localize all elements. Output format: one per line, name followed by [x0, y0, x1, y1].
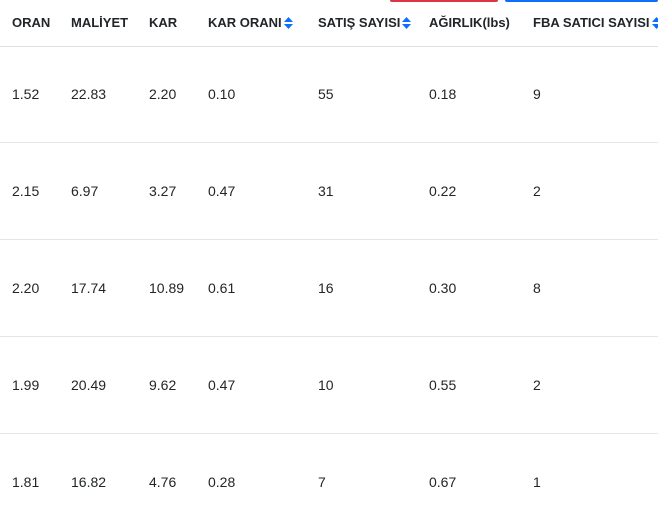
cell-maliyet: 6.97 — [59, 142, 137, 240]
cell-fba-satici-sayisi: 1 — [521, 433, 658, 530]
cell-kar-orani: 0.47 — [196, 336, 306, 434]
table-row: 2.20 17.74 10.89 0.61 16 0.30 8 — [0, 239, 658, 337]
cell-fba-satici-sayisi: 8 — [521, 239, 658, 337]
cell-kar: 2.20 — [137, 46, 196, 143]
cell-kar: 9.62 — [137, 336, 196, 434]
cell-oran: 2.20 — [0, 239, 59, 337]
cell-agirlik: 0.22 — [417, 142, 521, 240]
cell-maliyet: 16.82 — [59, 433, 137, 530]
table-row: 1.81 16.82 4.76 0.28 7 0.67 1 — [0, 433, 658, 530]
table-body: 1.52 22.83 2.20 0.10 55 0.18 9 2.15 6.97… — [0, 46, 658, 530]
cell-satis-sayisi: 55 — [306, 46, 417, 143]
cell-kar-orani: 0.47 — [196, 142, 306, 240]
cell-oran: 1.99 — [0, 336, 59, 434]
header-maliyet: MALİYET — [59, 0, 137, 47]
header-oran: ORAN — [0, 0, 59, 47]
sort-arrows-icon[interactable] — [651, 17, 658, 30]
cell-agirlik: 0.67 — [417, 433, 521, 530]
cell-oran: 1.52 — [0, 46, 59, 143]
header-label: KAR — [149, 15, 178, 31]
table-row: 2.15 6.97 3.27 0.47 31 0.22 2 — [0, 142, 658, 240]
header-label: KAR ORANI — [208, 15, 282, 31]
cell-kar-orani: 0.28 — [196, 433, 306, 530]
header-fba-satici-sayisi[interactable]: FBA SATICI SAYISI — [521, 0, 658, 47]
cell-agirlik: 0.30 — [417, 239, 521, 337]
cell-kar: 4.76 — [137, 433, 196, 530]
cell-satis-sayisi: 31 — [306, 142, 417, 240]
cell-fba-satici-sayisi: 2 — [521, 142, 658, 240]
cell-fba-satici-sayisi: 2 — [521, 336, 658, 434]
header-row: ORAN MALİYET KAR KAR ORANI SATIŞ SAYISI … — [0, 0, 658, 47]
sort-arrows-icon[interactable] — [283, 17, 293, 30]
cell-satis-sayisi: 7 — [306, 433, 417, 530]
header-agirlik: AĞIRLIK(lbs) — [417, 0, 521, 47]
header-label: ORAN — [12, 15, 51, 31]
cell-agirlik: 0.18 — [417, 46, 521, 143]
cell-satis-sayisi: 10 — [306, 336, 417, 434]
header-label: AĞIRLIK(lbs) — [429, 15, 510, 31]
cell-fba-satici-sayisi: 9 — [521, 46, 658, 143]
cell-agirlik: 0.55 — [417, 336, 521, 434]
header-label: FBA SATICI SAYISI — [533, 15, 650, 31]
header-label: SATIŞ SAYISI — [318, 15, 401, 31]
table-row: 1.99 20.49 9.62 0.47 10 0.55 2 — [0, 336, 658, 434]
cell-oran: 2.15 — [0, 142, 59, 240]
table-row: 1.52 22.83 2.20 0.10 55 0.18 9 — [0, 46, 658, 143]
cell-maliyet: 17.74 — [59, 239, 137, 337]
header-kar: KAR — [137, 0, 196, 47]
header-label: MALİYET — [71, 15, 129, 31]
header-satis-sayisi[interactable]: SATIŞ SAYISI — [306, 0, 417, 47]
cell-satis-sayisi: 16 — [306, 239, 417, 337]
header-kar-orani[interactable]: KAR ORANI — [196, 0, 306, 47]
cell-kar: 10.89 — [137, 239, 196, 337]
cell-oran: 1.81 — [0, 433, 59, 530]
cell-kar-orani: 0.10 — [196, 46, 306, 143]
cell-kar: 3.27 — [137, 142, 196, 240]
cell-maliyet: 20.49 — [59, 336, 137, 434]
cell-kar-orani: 0.61 — [196, 239, 306, 337]
sort-arrows-icon[interactable] — [402, 17, 412, 30]
table-header: ORAN MALİYET KAR KAR ORANI SATIŞ SAYISI … — [0, 0, 658, 47]
cell-maliyet: 22.83 — [59, 46, 137, 143]
